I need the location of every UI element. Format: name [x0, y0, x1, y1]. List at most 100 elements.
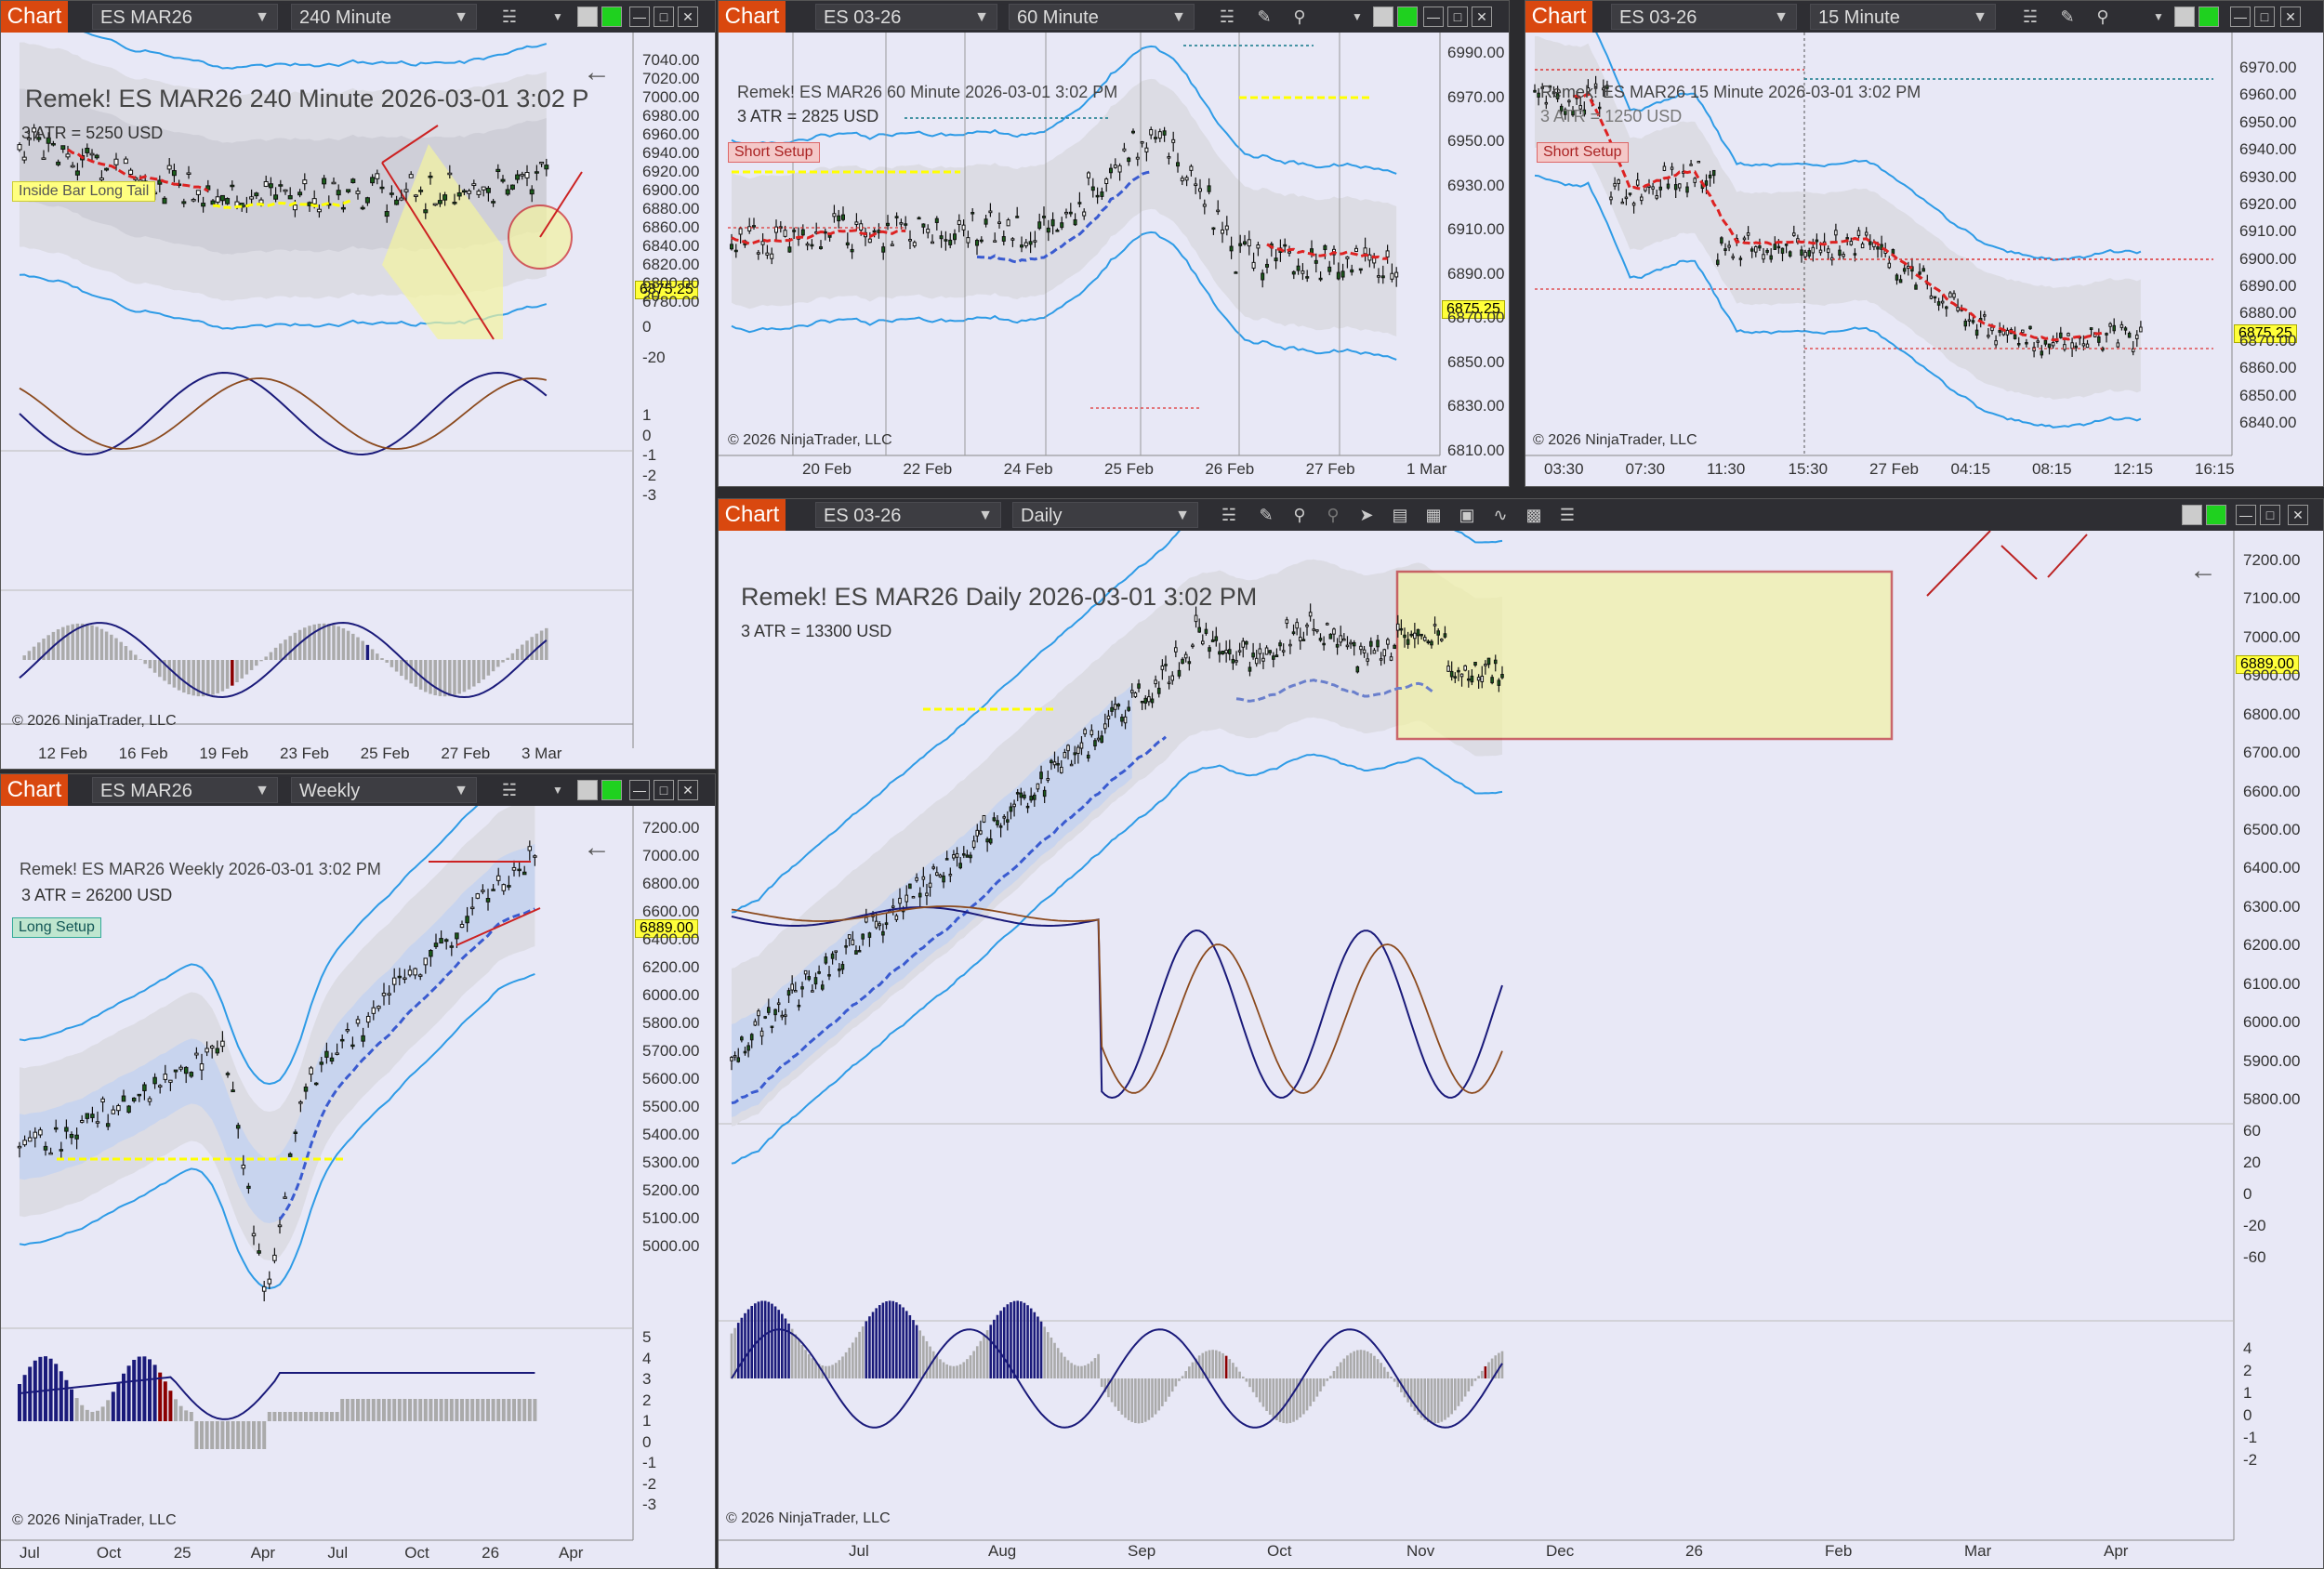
- zoom-out-icon[interactable]: ⚲: [1327, 506, 1340, 524]
- period-select[interactable]: 60 Minute ▼: [1009, 4, 1195, 30]
- candle-body: [1860, 243, 1865, 249]
- candle-body: [811, 990, 814, 993]
- color-link-button[interactable]: [1397, 7, 1418, 27]
- y-axis-tick: 6970.00: [1447, 87, 1505, 106]
- x-axis-tick: 24 Feb: [1003, 460, 1053, 478]
- histogram-bar: [278, 1412, 282, 1421]
- price-panel[interactable]: Remek! ES MAR26 Daily 2026-03-01 3:02 PM…: [719, 531, 2323, 1568]
- period-select[interactable]: 15 Minute ▼: [1810, 4, 1996, 30]
- link-button[interactable]: [2182, 505, 2202, 525]
- zoom-icon[interactable]: ⚲: [1293, 7, 1306, 26]
- chart-tab[interactable]: Chart: [1, 774, 68, 806]
- histogram-bar: [972, 1351, 975, 1378]
- price-panel[interactable]: Remek! ES MAR26 15 Minute 2026-03-01 3:0…: [1525, 33, 2323, 486]
- minimize-button[interactable]: —: [629, 7, 650, 27]
- period-select[interactable]: Daily ▼: [1012, 502, 1198, 528]
- chevron-down-icon[interactable]: ▼: [552, 784, 563, 797]
- candle-body: [1272, 655, 1275, 660]
- histogram-bar: [834, 1363, 838, 1378]
- candle-body: [1486, 657, 1491, 666]
- close-button[interactable]: ✕: [2288, 505, 2308, 525]
- color-link-button[interactable]: [2199, 7, 2219, 27]
- price-panel[interactable]: Remek! ES MAR26 60 Minute 2026-03-01 3:0…: [719, 33, 1509, 486]
- close-button[interactable]: ✕: [678, 7, 698, 27]
- list-icon[interactable]: ☰: [1559, 506, 1576, 524]
- price-panel[interactable]: Remek! ES MAR26 Weekly 2026-03-01 3:02 P…: [1, 806, 715, 1568]
- minimize-button[interactable]: —: [1423, 7, 1444, 27]
- chevron-down-icon[interactable]: ▼: [2153, 10, 2164, 23]
- instrument-select[interactable]: ES 03-26 ▼: [1611, 4, 1797, 30]
- candle-body: [1658, 186, 1663, 191]
- y-axis-tick: 6930.00: [2239, 167, 2297, 186]
- histogram-bar: [1305, 1378, 1309, 1411]
- candle-body: [104, 167, 110, 171]
- price-panel[interactable]: Remek! ES MAR26 240 Minute 2026-03-01 3:…: [1, 33, 715, 769]
- pencil-icon[interactable]: ✎: [1259, 506, 1274, 524]
- period-select[interactable]: 240 Minute ▼: [291, 4, 477, 30]
- back-arrow-icon[interactable]: ←: [583, 832, 611, 863]
- bar-chart-icon[interactable]: ☵: [501, 7, 518, 26]
- maximize-button[interactable]: □: [2254, 7, 2275, 27]
- back-arrow-icon[interactable]: ←: [583, 57, 611, 87]
- color-link-button[interactable]: [2206, 505, 2226, 525]
- candle-body: [1154, 137, 1157, 139]
- period-select[interactable]: Weekly ▼: [291, 777, 477, 803]
- y-axis-tick: 4: [2243, 1339, 2252, 1357]
- data-box-icon[interactable]: ▤: [1392, 506, 1408, 524]
- histogram-bar: [211, 660, 215, 695]
- candle-body: [857, 950, 862, 953]
- minimize-button[interactable]: —: [2236, 505, 2256, 525]
- chevron-down-icon[interactable]: ▼: [1352, 10, 1363, 23]
- close-button[interactable]: ✕: [2280, 7, 2301, 27]
- y-axis-tick: 5800.00: [642, 1014, 700, 1032]
- maximize-button[interactable]: □: [1447, 7, 1468, 27]
- minimize-button[interactable]: —: [2230, 7, 2251, 27]
- maximize-button[interactable]: □: [2260, 505, 2280, 525]
- instrument-select[interactable]: ES 03-26 ▼: [815, 502, 1001, 528]
- histogram-bar: [861, 1326, 865, 1378]
- minimize-button[interactable]: —: [629, 780, 650, 800]
- keltner-band: [1535, 35, 2141, 400]
- chart-tab[interactable]: Chart: [719, 499, 786, 531]
- bar-chart-icon[interactable]: ☵: [501, 781, 518, 799]
- link-button[interactable]: [2174, 7, 2195, 27]
- histogram-bar: [798, 1339, 800, 1378]
- maximize-button[interactable]: □: [654, 7, 674, 27]
- candle-body: [455, 932, 459, 940]
- snapshot-icon[interactable]: ▣: [1459, 506, 1475, 524]
- instrument-select[interactable]: ES MAR26 ▼: [92, 4, 278, 30]
- zoom-icon[interactable]: ⚲: [1293, 506, 1306, 524]
- chart-tab[interactable]: Chart: [1, 1, 68, 33]
- zoom-icon[interactable]: ⚲: [2096, 7, 2109, 26]
- close-button[interactable]: ✕: [1472, 7, 1492, 27]
- chart-tab[interactable]: Chart: [719, 1, 786, 33]
- bar-chart-icon[interactable]: ☵: [1219, 7, 1235, 26]
- histogram-bar: [1107, 1378, 1110, 1398]
- strategies-icon[interactable]: ∿: [1493, 506, 1508, 524]
- bar-chart-icon[interactable]: ☵: [2022, 7, 2039, 26]
- bar-chart-icon[interactable]: ☵: [1221, 506, 1237, 524]
- color-link-button[interactable]: [601, 7, 622, 27]
- template-icon[interactable]: ▦: [1425, 506, 1442, 524]
- histogram-bar: [1143, 1378, 1147, 1422]
- histogram-bar: [1083, 1365, 1087, 1378]
- instrument-select[interactable]: ES MAR26 ▼: [92, 777, 278, 803]
- pointer-icon[interactable]: ➤: [1359, 506, 1374, 524]
- chart-tab[interactable]: Chart: [1525, 1, 1592, 33]
- candle-body: [743, 1050, 747, 1054]
- instrument-select[interactable]: ES 03-26 ▼: [815, 4, 997, 30]
- properties-icon[interactable]: ▩: [1525, 506, 1542, 524]
- chevron-down-icon[interactable]: ▼: [552, 10, 563, 23]
- histogram-bar: [1235, 1366, 1238, 1378]
- pencil-icon[interactable]: ✎: [1257, 7, 1272, 26]
- back-arrow-icon[interactable]: ←: [2189, 555, 2217, 586]
- color-link-button[interactable]: [601, 780, 622, 800]
- link-button[interactable]: [577, 780, 598, 800]
- link-button[interactable]: [577, 7, 598, 27]
- pencil-icon[interactable]: ✎: [2060, 7, 2075, 26]
- x-axis-tick: 22 Feb: [903, 460, 953, 478]
- histogram-bar: [429, 1399, 433, 1421]
- maximize-button[interactable]: □: [654, 780, 674, 800]
- link-button[interactable]: [1373, 7, 1393, 27]
- close-button[interactable]: ✕: [678, 780, 698, 800]
